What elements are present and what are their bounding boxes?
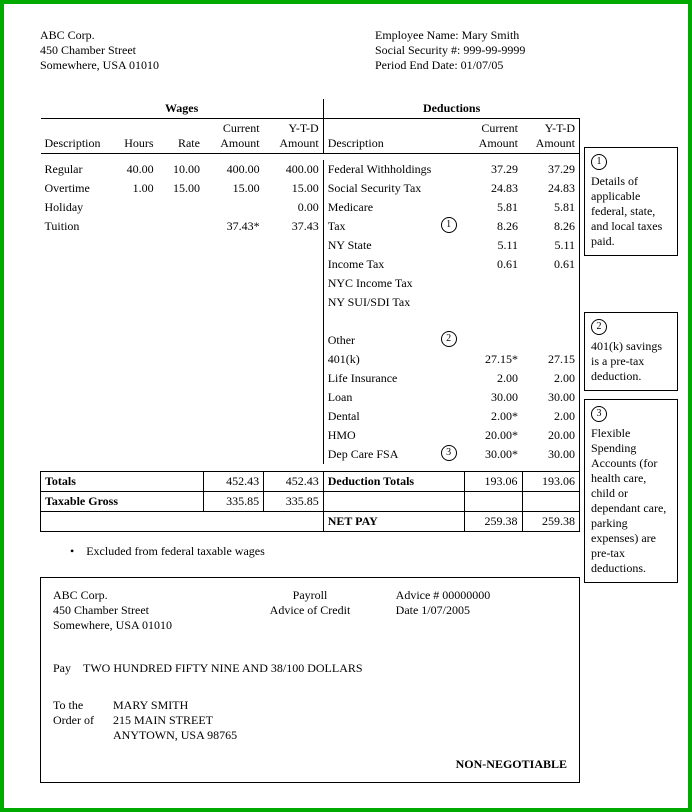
company-name: ABC Corp. <box>40 28 375 43</box>
totals-ytd: 452.43 <box>264 472 324 492</box>
period-row: Period End Date: 01/07/05 <box>375 58 678 73</box>
totals-row: Totals 452.43 452.43 Deduction Totals 19… <box>41 472 580 492</box>
advice-company: ABC Corp. 450 Chamber Street Somewhere, … <box>53 588 224 633</box>
deduct-totals-cur: 193.06 <box>465 472 522 492</box>
totals-label: Totals <box>41 472 204 492</box>
company-addr2: Somewhere, USA 01010 <box>40 58 375 73</box>
callout-3-text: Flexible Spending Accounts (for health c… <box>591 426 671 576</box>
col-rate: Rate <box>158 119 204 154</box>
period-label: Period End Date: <box>375 58 461 72</box>
bullet-icon: • <box>70 544 74 558</box>
payee-addr2: ANYTOWN, USA 98765 <box>113 728 237 743</box>
payee-addr1: 215 MAIN STREET <box>113 713 237 728</box>
footnote-text: Excluded from federal taxable wages <box>86 544 265 558</box>
callout-3-num: 3 <box>591 406 607 422</box>
col-desc: Description <box>41 119 112 154</box>
wage-row-4: Tuition 37.43* 37.43 Tax1 8.26 8.26 <box>41 217 580 236</box>
employee-name-label: Employee Name: <box>375 28 462 42</box>
taxable-ytd: 335.85 <box>264 492 324 512</box>
advice-box: ABC Corp. 450 Chamber Street Somewhere, … <box>40 577 580 783</box>
advice-company-name: ABC Corp. <box>53 588 224 603</box>
col-cur-wages: CurrentAmount <box>204 119 264 154</box>
main-row: Wages Deductions Description Hours Rate … <box>40 99 678 783</box>
non-negotiable: NON-NEGOTIABLE <box>53 757 567 772</box>
callout-2: 2 401(k) savings is a pre-tax deduction. <box>584 312 678 391</box>
ssn-row: Social Security #: 999-99-9999 <box>375 43 678 58</box>
callout-2-text: 401(k) savings is a pre-tax deduction. <box>591 339 671 384</box>
section-header-row: Wages Deductions <box>41 99 580 119</box>
advice-header: ABC Corp. 450 Chamber Street Somewhere, … <box>53 588 567 633</box>
pay-label: Pay <box>53 661 71 675</box>
wage-rate: 10.00 <box>158 160 204 179</box>
header: ABC Corp. 450 Chamber Street Somewhere, … <box>40 28 678 73</box>
wages-header: Wages <box>41 99 324 119</box>
callout-marker-3: 3 <box>441 445 457 461</box>
callout-marker-2: 2 <box>441 331 457 347</box>
callout-3: 3 Flexible Spending Accounts (for health… <box>584 399 678 583</box>
callout-1-text: Details of applicable federal, state, an… <box>591 174 671 249</box>
col-ytd-wages: Y-T-DAmount <box>264 119 324 154</box>
paystub-table-wrap: Wages Deductions Description Hours Rate … <box>40 99 580 783</box>
deduct-desc: Federal Withholdings <box>323 160 464 179</box>
advice-credit-label: Advice of Credit <box>224 603 395 618</box>
order-payee: MARY SMITH 215 MAIN STREET ANYTOWN, USA … <box>113 698 237 743</box>
wage-hours: 40.00 <box>111 160 157 179</box>
deduct-ytd: 37.29 <box>522 160 579 179</box>
pay-text: TWO HUNDRED FIFTY NINE AND 38/100 DOLLAR… <box>83 661 363 675</box>
advice-order: To the Order of MARY SMITH 215 MAIN STRE… <box>53 698 567 743</box>
netpay-ytd: 259.38 <box>522 512 579 532</box>
totals-cur: 452.43 <box>204 472 264 492</box>
company-block: ABC Corp. 450 Chamber Street Somewhere, … <box>40 28 375 73</box>
deduct-totals-label: Deduction Totals <box>323 472 464 492</box>
advice-payroll-label: Payroll <box>224 588 395 603</box>
advice-right: Advice # 00000000 Date 1/07/2005 <box>396 588 567 633</box>
company-addr1: 450 Chamber Street <box>40 43 375 58</box>
deductions-header: Deductions <box>323 99 579 119</box>
footnote: • Excluded from federal taxable wages <box>70 544 580 559</box>
wage-row-1: Regular 40.00 10.00 400.00 400.00 Federa… <box>41 160 580 179</box>
col-cur-deduct: CurrentAmount <box>465 119 522 154</box>
col-hours: Hours <box>111 119 157 154</box>
netpay-cur: 259.38 <box>465 512 522 532</box>
wage-row-2: Overtime 1.00 15.00 15.00 15.00 Social S… <box>41 179 580 198</box>
wage-desc: Regular <box>41 160 112 179</box>
employee-name: Mary Smith <box>462 28 520 42</box>
wage-cur: 400.00 <box>204 160 264 179</box>
callout-1-num: 1 <box>591 154 607 170</box>
wage-row-3: Holiday 0.00 Medicare 5.81 5.81 <box>41 198 580 217</box>
wage-ytd: 400.00 <box>264 160 324 179</box>
taxable-cur: 335.85 <box>204 492 264 512</box>
employee-block: Employee Name: Mary Smith Social Securit… <box>375 28 678 73</box>
advice-number: Advice # 00000000 <box>396 588 567 603</box>
netpay-row: NET PAY 259.38 259.38 <box>41 512 580 532</box>
advice-addr1: 450 Chamber Street <box>53 603 224 618</box>
callout-1: 1 Details of applicable federal, state, … <box>584 147 678 256</box>
taxable-label: Taxable Gross <box>41 492 204 512</box>
advice-pay-line: Pay TWO HUNDRED FIFTY NINE AND 38/100 DO… <box>53 661 567 676</box>
advice-addr2: Somewhere, USA 01010 <box>53 618 224 633</box>
callout-column: 1 Details of applicable federal, state, … <box>584 99 678 591</box>
paystub-page: ABC Corp. 450 Chamber Street Somewhere, … <box>0 0 692 812</box>
ssn-label: Social Security #: <box>375 43 463 57</box>
col-header-row: Description Hours Rate CurrentAmount Y-T… <box>41 119 580 154</box>
col-desc-deduct: Description <box>323 119 464 154</box>
ssn-value: 999-99-9999 <box>463 43 525 57</box>
advice-mid: Payroll Advice of Credit <box>224 588 395 633</box>
netpay-label: NET PAY <box>323 512 464 532</box>
payee-name: MARY SMITH <box>113 698 237 713</box>
advice-date: Date 1/07/2005 <box>396 603 567 618</box>
callout-2-num: 2 <box>591 319 607 335</box>
employee-name-row: Employee Name: Mary Smith <box>375 28 678 43</box>
paystub-table: Wages Deductions Description Hours Rate … <box>40 99 580 532</box>
col-ytd-deduct: Y-T-DAmount <box>522 119 579 154</box>
callout-marker-1: 1 <box>441 217 457 233</box>
deduct-cur: 37.29 <box>465 160 522 179</box>
period-value: 01/07/05 <box>461 58 504 72</box>
deduct-totals-ytd: 193.06 <box>522 472 579 492</box>
order-label: To the Order of <box>53 698 113 743</box>
taxable-row: Taxable Gross 335.85 335.85 <box>41 492 580 512</box>
